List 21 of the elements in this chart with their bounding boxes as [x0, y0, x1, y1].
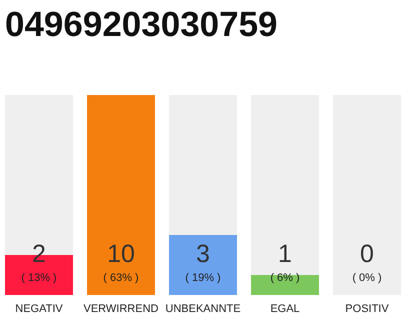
chart-title: 04969203030759 — [5, 5, 278, 44]
bar — [169, 95, 237, 235]
annotation: ( 63% ) — [103, 272, 139, 284]
annotation: ( 0% ) — [352, 272, 382, 284]
x-tick-label: VERWIRREND — [84, 303, 159, 315]
x-tick-label: NEGATIV — [15, 303, 64, 315]
x-tick-label: POSITIV — [345, 303, 390, 315]
x-tick-label: EGAL — [270, 303, 300, 315]
annotation: ( 13% ) — [21, 272, 57, 284]
data-label: 3 — [196, 240, 210, 268]
annotation: 0 — [360, 240, 374, 268]
data-label: 10 — [107, 240, 135, 268]
bar — [251, 275, 319, 295]
bar — [169, 235, 237, 295]
data-label: 2 — [32, 240, 46, 268]
bar — [87, 95, 155, 295]
data-label: 1 — [278, 240, 292, 268]
x-tick-label: UNBEKANNTE — [165, 303, 241, 315]
annotation: ( 19% ) — [185, 272, 221, 284]
bar — [251, 95, 319, 275]
annotation: ( 6% ) — [270, 272, 300, 284]
